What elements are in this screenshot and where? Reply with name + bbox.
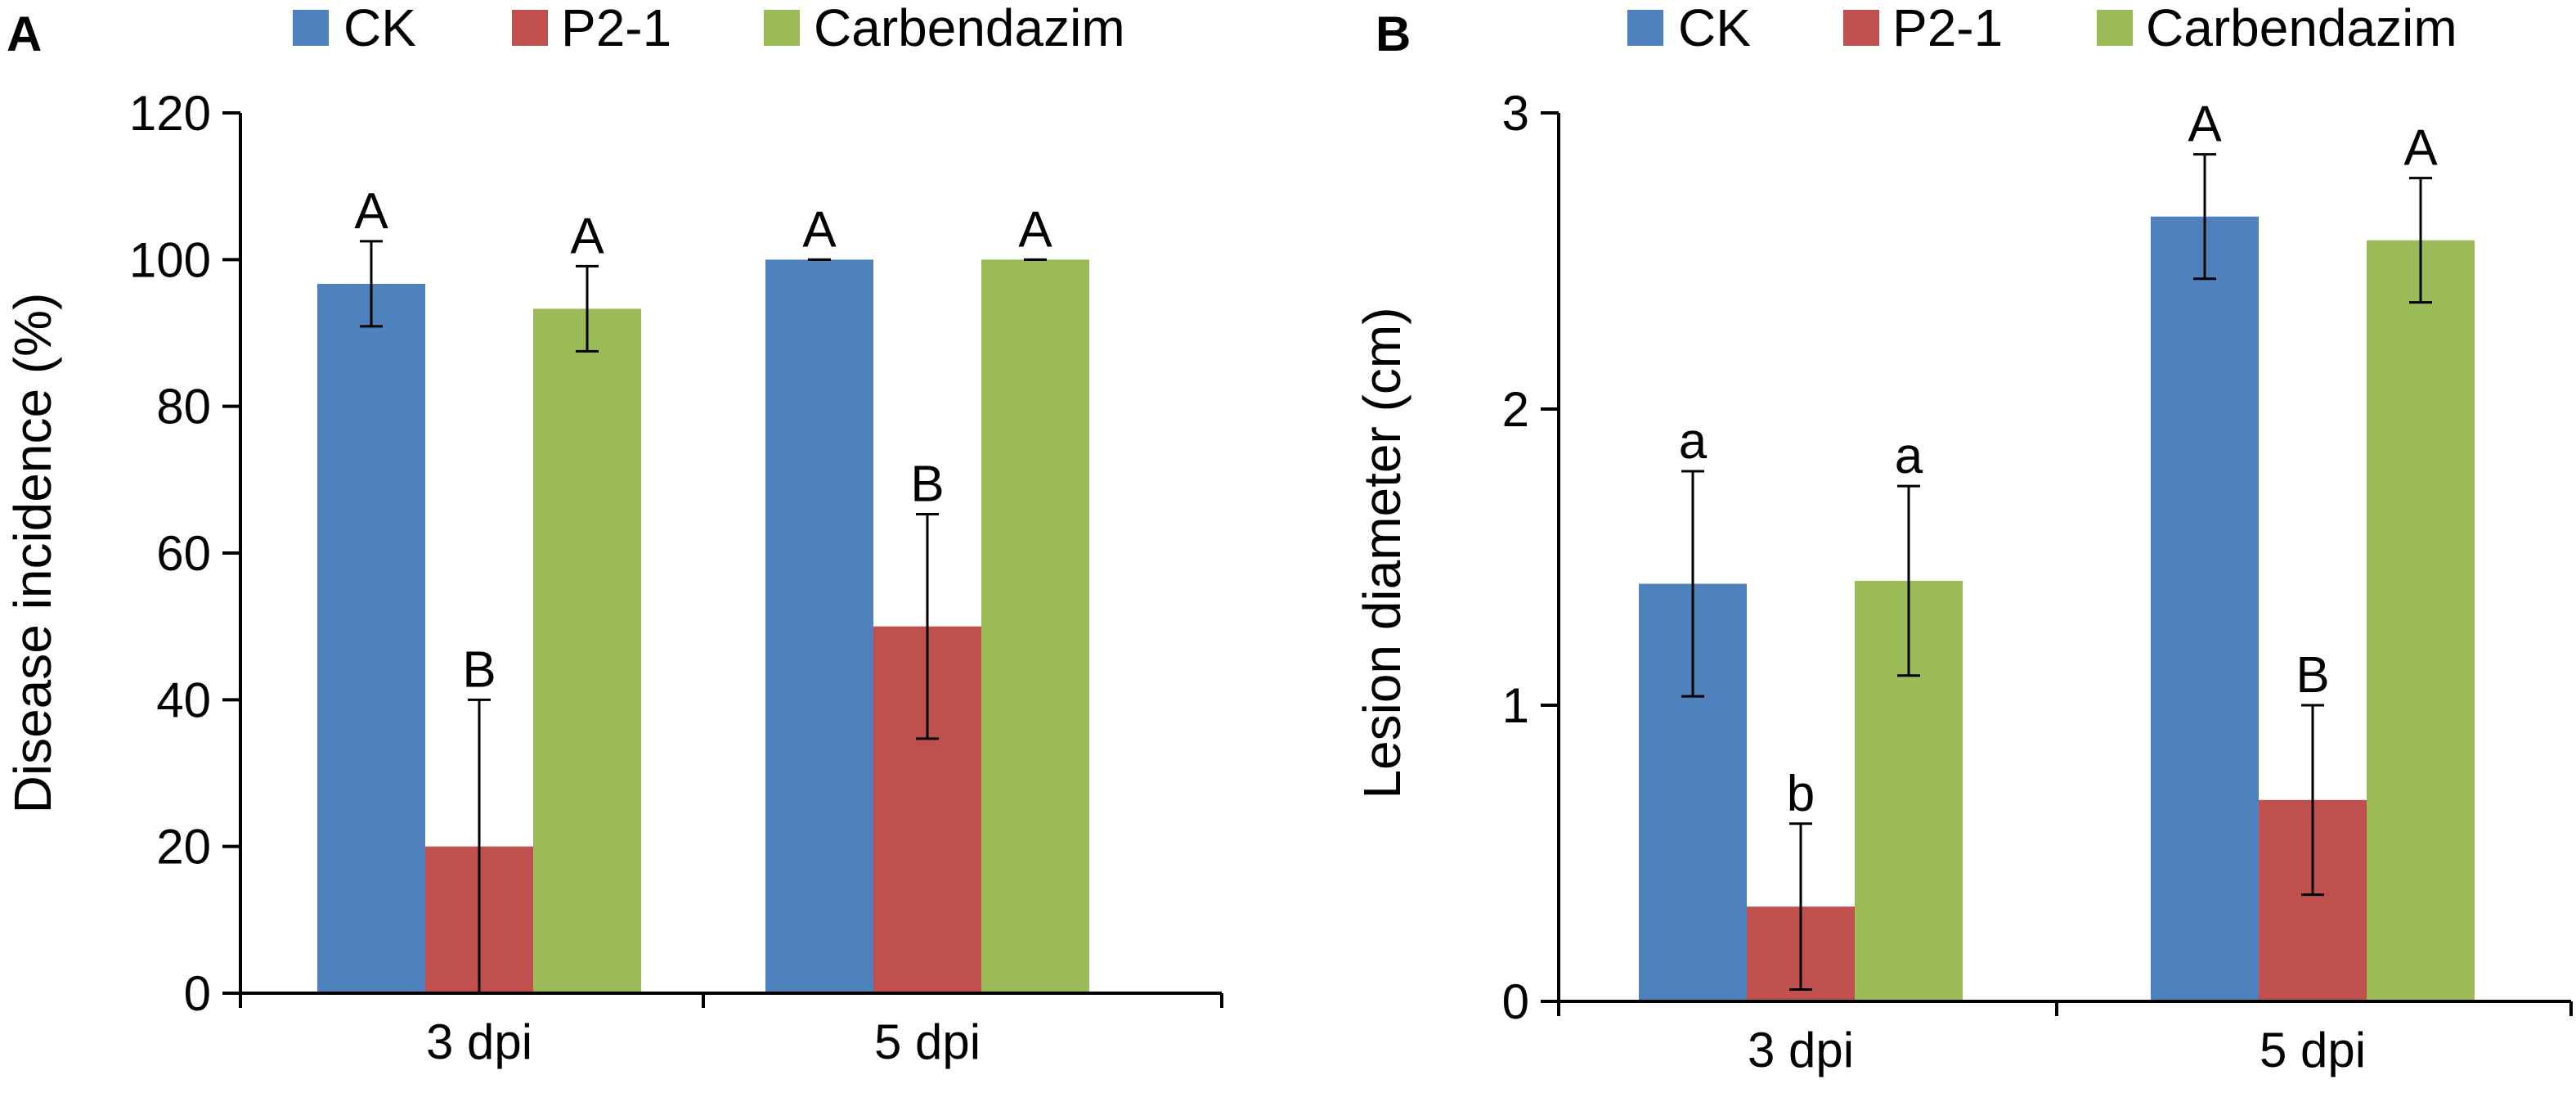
significance-label: a [1895, 428, 1923, 484]
significance-label: A [354, 183, 388, 240]
legend-label: Carbendazim [814, 0, 1125, 57]
y-tick-label: 100 [129, 232, 211, 287]
legend-swatch-ck [1627, 10, 1663, 46]
significance-label: A [2188, 97, 2222, 153]
significance-label: A [1018, 201, 1052, 258]
legend-swatch-p2-1 [512, 10, 548, 46]
significance-label: B [910, 456, 944, 512]
significance-label: b [1787, 766, 1815, 822]
significance-label: A [570, 208, 604, 264]
significance-label: A [2403, 120, 2438, 177]
significance-label: B [462, 641, 496, 698]
significance-label: A [802, 201, 837, 258]
legend-swatch-p2-1 [1843, 10, 1879, 46]
legend-swatch-ck [293, 10, 329, 46]
legend-label: P2-1 [1892, 0, 2003, 57]
y-tick-label: 80 [156, 380, 211, 434]
bar-carbendazim [533, 308, 641, 993]
x-tick-label: 5 dpi [2260, 1023, 2366, 1077]
y-tick-label: 2 [1502, 382, 1529, 437]
y-tick-label: 40 [156, 672, 211, 727]
y-tick-label: 60 [156, 526, 211, 581]
panel-letter: B [1376, 7, 1411, 61]
legend-label: Carbendazim [2146, 0, 2457, 57]
bar-carbendazim [2367, 240, 2475, 1001]
y-tick-label: 0 [184, 966, 211, 1021]
y-tick-label: 1 [1502, 678, 1529, 733]
x-tick-label: 3 dpi [426, 1014, 532, 1069]
legend-swatch-carbendazim [2097, 10, 2133, 46]
bar-ck [317, 283, 425, 993]
y-axis-title: Lesion diameter (cm) [1353, 307, 1411, 798]
x-tick-label: 3 dpi [1748, 1023, 1854, 1077]
significance-label: B [2296, 647, 2329, 704]
panel-b-chart: B CK P2-1 Carbendazim Lesion diameter (cm) a b… [1353, 0, 2573, 1077]
legend-swatch-carbendazim [764, 10, 800, 46]
bar-carbendazim [981, 259, 1089, 993]
panel-a-chart: A CK P2-1 Carbendazim Disease incidence (%) A… [3, 0, 1223, 1069]
panel-letter: A [7, 7, 42, 61]
legend-label: P2-1 [561, 0, 671, 57]
y-axis-title: Disease incidence (%) [3, 293, 62, 814]
y-tick-label: 0 [1502, 974, 1529, 1029]
legend-label: CK [1678, 0, 1751, 57]
y-tick-label: 3 [1502, 86, 1529, 141]
y-tick-label: 20 [156, 820, 211, 875]
legend-label: CK [343, 0, 416, 57]
significance-label: a [1679, 413, 1708, 470]
bar-ck [765, 259, 873, 993]
x-tick-label: 5 dpi [874, 1014, 981, 1069]
bar-ck [2151, 216, 2259, 1001]
y-tick-label: 120 [129, 86, 211, 141]
